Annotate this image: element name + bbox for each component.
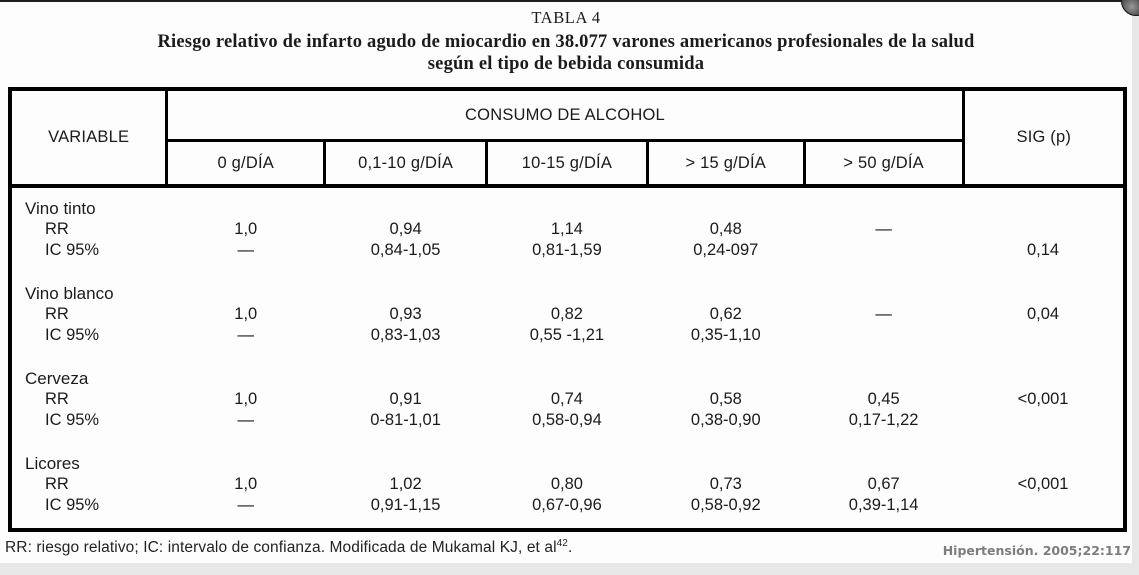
col-header-dose-4: > 50 g/DÍA: [802, 139, 965, 188]
rr-value: 1,02: [389, 475, 422, 493]
rr-value: 0,91: [389, 390, 422, 408]
ic-label: IC 95%: [45, 411, 100, 429]
rr-row-cerveza: RR 1,0 0,91 0,74 0,58 0,45 <0,001: [10, 389, 1125, 410]
group-row-vino-tinto: Vino tinto: [10, 186, 1125, 219]
rr-value: 0,45: [867, 390, 900, 408]
group-row-cerveza: Cerveza: [10, 358, 1125, 389]
group-row-vino-blanco: Vino blanco: [10, 273, 1125, 304]
col-header-dose-0: 0 g/DÍA: [165, 139, 327, 188]
col-header-variable: VARIABLE: [8, 87, 169, 188]
group-label: Cerveza: [25, 368, 89, 388]
rr-value: 0,94: [389, 220, 422, 238]
journal-citation: Hipertensión. 2005;22:117: [942, 543, 1131, 558]
table-title-line-1: Riesgo relativo de infarto agudo de mioc…: [157, 32, 975, 52]
ic-value: 0,35-1,10: [690, 326, 761, 344]
sig-value: [963, 325, 1125, 358]
ic-value: 0-81-1,01: [370, 411, 441, 429]
sig-value: <0,001: [1017, 475, 1069, 493]
rr-value: 1,0: [234, 220, 258, 238]
footnote-period: .: [567, 539, 573, 557]
table-footnote: RR: riesgo relativo; IC: intervalo de co…: [5, 538, 572, 557]
ic-value: 0,55 -1,21: [529, 326, 605, 344]
table-body: Vino tinto RR 1,0 0,94 1,14 0,48 — IC 95…: [10, 186, 1125, 530]
ic-value: 0,83-1,03: [370, 326, 441, 344]
table-title-line-2: según el tipo de bebida consumida: [427, 54, 705, 74]
rr-value: 0,73: [709, 475, 742, 493]
table-title-block: TABLA 4 Riesgo relativo de infarto agudo…: [0, 8, 1132, 75]
sig-value: [963, 495, 1125, 530]
rr-value: 1,0: [234, 390, 258, 408]
ic-value: [804, 325, 963, 358]
rr-value: 0,67: [867, 475, 900, 493]
ic-value: 0,67-0,96: [532, 496, 602, 514]
ic-value: 0,81-1,59: [532, 241, 602, 259]
rr-value: 0,82: [550, 305, 583, 323]
rr-value: 0,74: [550, 390, 583, 408]
ic-value: [804, 240, 963, 273]
footnote-reference-superscript: 42: [556, 538, 568, 549]
ic-row-licores: IC 95% — 0,91-1,15 0,67-0,96 0,58-0,92 0…: [10, 495, 1125, 530]
group-row-licores: Licores: [10, 443, 1125, 474]
rr-value: 0,80: [550, 475, 583, 493]
rr-value: 1,14: [550, 220, 583, 238]
rr-label: RR: [45, 475, 69, 493]
col-header-dose-2: 10-15 g/DÍA: [485, 139, 649, 188]
rr-value: 0,48: [709, 220, 742, 238]
ic-value: 0,24-097: [693, 241, 759, 259]
page-top-rule: [0, 0, 1139, 2]
rr-row-vino-tinto: RR 1,0 0,94 1,14 0,48 —: [10, 219, 1125, 240]
rr-value: 0,58: [709, 390, 742, 408]
sig-value: <0,001: [1017, 390, 1069, 408]
rr-label: RR: [45, 390, 69, 408]
ic-row-cerveza: IC 95% — 0-81-1,01 0,58-0,94 0,38-0,90 0…: [10, 410, 1125, 443]
sig-value: 0,04: [1026, 305, 1060, 323]
col-header-sig: SIG (p): [961, 87, 1127, 188]
rr-value: 0,93: [389, 305, 422, 323]
group-label: Vino tinto: [25, 198, 96, 218]
ic-value: —: [237, 326, 254, 344]
ic-value: —: [237, 411, 254, 429]
relative-risk-table: VARIABLE CONSUMO DE ALCOHOL SIG (p) 0 g/…: [8, 87, 1127, 532]
ic-value: 0,84-1,05: [370, 241, 441, 259]
rr-value: 1,0: [234, 305, 258, 323]
ic-value: 0,38-0,90: [690, 411, 761, 429]
group-label: Vino blanco: [25, 283, 114, 303]
ic-value: 0,58-0,94: [532, 411, 602, 429]
ic-value: 0,39-1,14: [848, 496, 919, 514]
rr-row-licores: RR 1,0 1,02 0,80 0,73 0,67 <0,001: [10, 474, 1125, 495]
ic-label: IC 95%: [45, 496, 100, 514]
group-label: Licores: [25, 453, 80, 473]
col-header-dose-3: > 15 g/DÍA: [645, 139, 806, 188]
table-header: VARIABLE CONSUMO DE ALCOHOL SIG (p) 0 g/…: [8, 87, 1127, 188]
ic-row-vino-tinto: IC 95% — 0,84-1,05 0,81-1,59 0,24-097 0,…: [10, 240, 1125, 273]
ic-value: —: [237, 241, 254, 259]
col-header-dose-1: 0,1-10 g/DÍA: [323, 139, 489, 188]
rr-label: RR: [45, 220, 69, 238]
rr-value: —: [875, 305, 892, 323]
ic-value: 0,17-1,22: [848, 411, 919, 429]
ic-value: 0,91-1,15: [370, 496, 441, 514]
rr-row-vino-blanco: RR 1,0 0,93 0,82 0,62 — 0,04: [10, 304, 1125, 325]
footnote-text: RR: riesgo relativo; IC: intervalo de co…: [5, 539, 557, 557]
ic-label: IC 95%: [45, 326, 100, 344]
rr-value: —: [875, 220, 892, 238]
rr-value: 0,62: [709, 305, 742, 323]
rr-value: 1,0: [234, 475, 258, 493]
rr-label: RR: [45, 305, 69, 323]
sig-value: [963, 219, 1125, 240]
sig-value: [963, 410, 1125, 443]
col-header-alcohol-group: CONSUMO DE ALCOHOL: [165, 87, 965, 142]
table-caption: TABLA 4: [531, 8, 601, 27]
ic-value: 0,58-0,92: [690, 496, 761, 514]
ic-label: IC 95%: [45, 241, 100, 259]
ic-value: —: [237, 496, 254, 514]
ic-row-vino-blanco: IC 95% — 0,83-1,03 0,55 -1,21 0,35-1,10: [10, 325, 1125, 358]
sig-value: 0,14: [1026, 241, 1060, 259]
